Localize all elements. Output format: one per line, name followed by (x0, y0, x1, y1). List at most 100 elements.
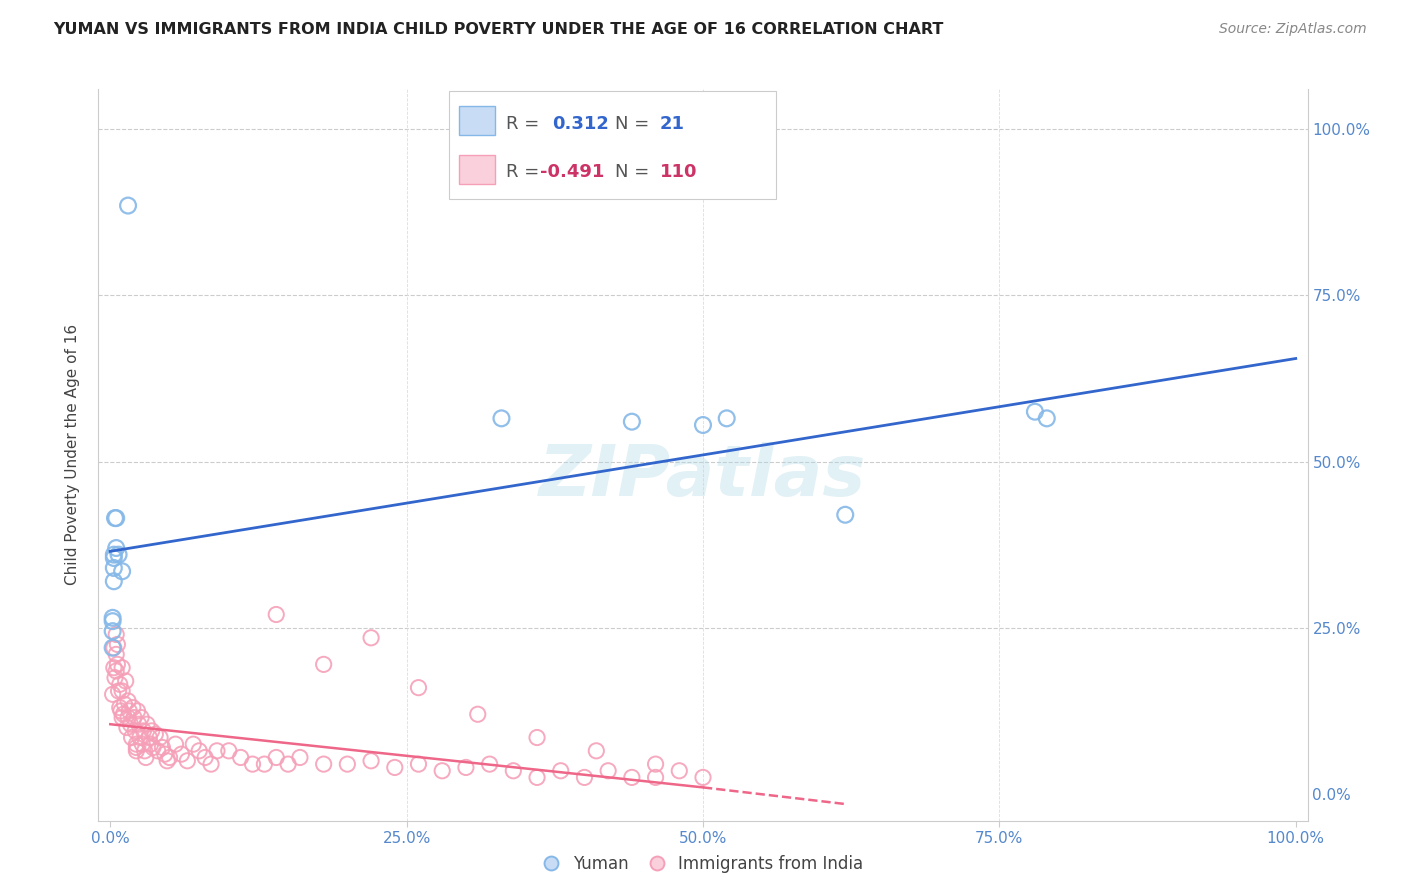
Point (103, 661, 125, 675)
Y-axis label: Child Poverty Under the Age of 16: Child Poverty Under the Age of 16 (65, 325, 80, 585)
Point (153, 747, 176, 761)
Point (134, 744, 156, 758)
Point (101, 687, 124, 701)
Point (526, 731, 548, 745)
Point (111, 684, 134, 698)
Point (131, 737, 153, 751)
Point (127, 704, 149, 718)
Text: N =: N = (614, 163, 655, 181)
Point (105, 637, 128, 651)
Point (585, 744, 607, 758)
Point (692, 771, 714, 785)
Text: N =: N = (614, 114, 655, 133)
Point (336, 757, 359, 772)
Point (668, 764, 690, 778)
Point (312, 757, 335, 772)
Point (277, 757, 299, 772)
Text: YUMAN VS IMMIGRANTS FROM INDIA CHILD POVERTY UNDER THE AGE OF 16 CORRELATION CHA: YUMAN VS IMMIGRANTS FROM INDIA CHILD POV… (53, 22, 943, 37)
Text: 0.312: 0.312 (551, 114, 609, 133)
Point (101, 624, 124, 639)
Point (105, 648, 128, 662)
Point (716, 411, 738, 425)
Point (129, 710, 152, 724)
Point (105, 627, 128, 641)
Point (467, 707, 489, 722)
Point (108, 700, 131, 714)
Point (124, 723, 146, 738)
Text: R =: R = (506, 163, 546, 181)
Point (384, 760, 406, 774)
Point (105, 541, 128, 555)
Point (188, 744, 211, 758)
Point (107, 684, 129, 698)
Point (105, 657, 128, 672)
Text: 110: 110 (659, 163, 697, 181)
Point (101, 640, 124, 655)
Point (117, 694, 139, 708)
Point (129, 731, 152, 745)
Point (141, 723, 163, 738)
Point (149, 731, 172, 745)
Point (132, 723, 155, 738)
Point (112, 707, 135, 722)
Point (138, 731, 160, 745)
Point (264, 750, 287, 764)
FancyBboxPatch shape (458, 155, 495, 185)
Point (117, 710, 139, 724)
Point (115, 721, 138, 735)
Point (125, 737, 148, 751)
Point (114, 698, 136, 712)
Point (181, 737, 204, 751)
Point (432, 764, 454, 778)
Point (165, 737, 187, 751)
Point (117, 198, 139, 212)
Point (143, 727, 166, 741)
Point (194, 750, 217, 764)
Point (107, 548, 129, 562)
Point (105, 511, 128, 525)
Point (176, 754, 198, 768)
Point (114, 673, 136, 688)
Text: Source: ZipAtlas.com: Source: ZipAtlas.com (1219, 22, 1367, 37)
Point (121, 700, 143, 714)
Point (104, 671, 127, 685)
Point (103, 640, 125, 655)
Point (620, 771, 643, 785)
Point (598, 764, 620, 778)
Point (122, 710, 145, 724)
Point (170, 747, 193, 761)
Point (692, 417, 714, 432)
Point (108, 677, 131, 691)
Point (111, 661, 134, 675)
Point (288, 750, 311, 764)
Point (103, 574, 125, 589)
Point (156, 754, 179, 768)
Point (136, 717, 159, 731)
Point (152, 740, 174, 755)
Point (264, 607, 287, 622)
Point (218, 744, 240, 758)
Point (120, 717, 142, 731)
Point (135, 750, 157, 764)
Point (502, 764, 524, 778)
Point (103, 561, 125, 575)
Point (111, 564, 134, 578)
Text: R =: R = (506, 114, 546, 133)
Point (200, 757, 222, 772)
Point (360, 631, 382, 645)
Point (620, 415, 643, 429)
Text: 21: 21 (659, 114, 685, 133)
Point (253, 757, 276, 772)
Point (454, 760, 477, 774)
Point (1036, 411, 1059, 425)
Point (104, 511, 127, 525)
Point (1024, 405, 1046, 419)
Point (229, 750, 252, 764)
Point (159, 750, 181, 764)
Point (574, 771, 596, 785)
Point (644, 757, 666, 772)
Point (242, 757, 264, 772)
Point (101, 614, 124, 628)
Point (478, 757, 501, 772)
Point (142, 740, 165, 755)
